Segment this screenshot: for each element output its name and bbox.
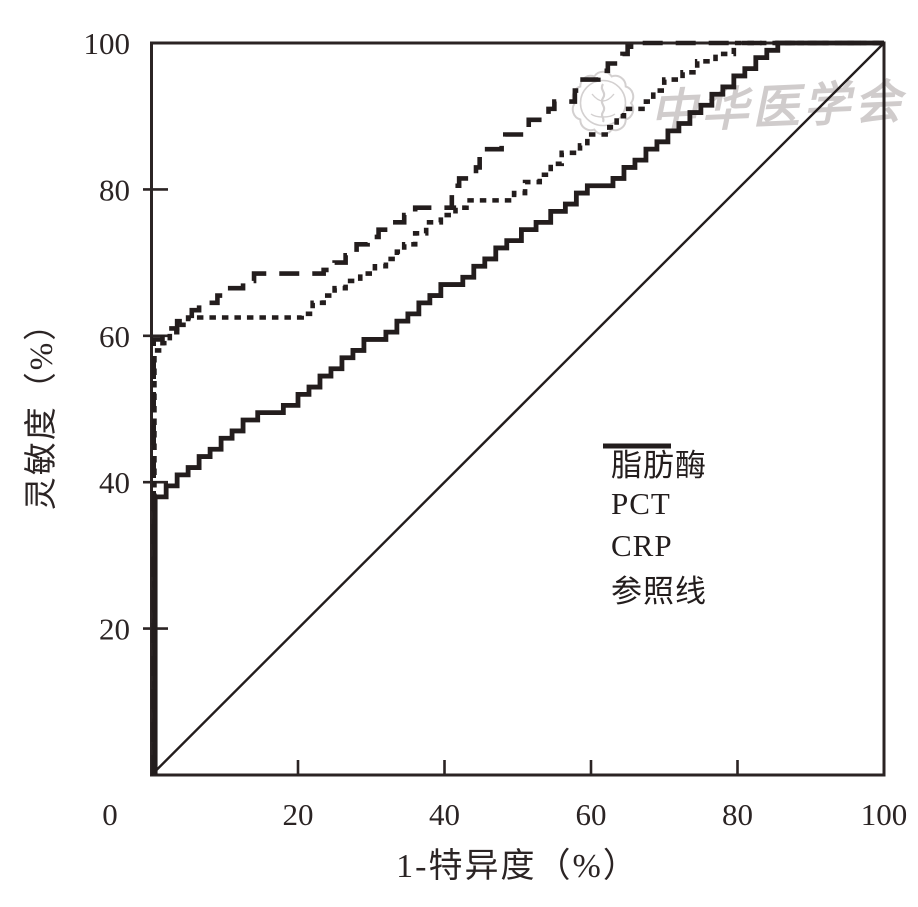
y-tick-label: 60 xyxy=(99,319,130,354)
roc-curve-pct xyxy=(152,40,884,775)
legend-item-reference: 参照线 xyxy=(601,444,707,609)
legend-item-crp: CRP xyxy=(601,443,707,567)
x-tick-label: 60 xyxy=(576,797,607,832)
roc-curve-crp xyxy=(151,40,884,775)
x-tick-label: 100 xyxy=(861,797,908,832)
legend-label-lipase: 脂肪酶 xyxy=(611,447,707,483)
legend-label-reference: 参照线 xyxy=(611,573,707,609)
y-tick-label: 20 xyxy=(99,612,130,647)
y-tick-label: 100 xyxy=(84,26,131,61)
y-axis-title: 灵敏度（%） xyxy=(24,305,60,511)
roc-curve-lipase xyxy=(152,40,884,775)
x-axis-title: 1-特异度（%） xyxy=(396,848,639,885)
y-tick-label: 80 xyxy=(99,172,130,207)
y-tick-label: 40 xyxy=(99,465,130,500)
x-tick-label: 0 xyxy=(102,797,118,832)
legend-line-reference xyxy=(603,444,671,448)
x-tick-label: 20 xyxy=(283,797,314,832)
legend-label-crp: CRP xyxy=(611,528,673,563)
x-tick-label: 40 xyxy=(429,797,460,832)
legend-label-pct: PCT xyxy=(611,486,671,521)
x-tick-label: 80 xyxy=(722,797,753,832)
legend: 脂肪酶 PCT CRP 参照线 xyxy=(601,441,707,609)
roc-curve-reference xyxy=(150,42,885,776)
legend-item-pct: PCT xyxy=(601,443,707,525)
